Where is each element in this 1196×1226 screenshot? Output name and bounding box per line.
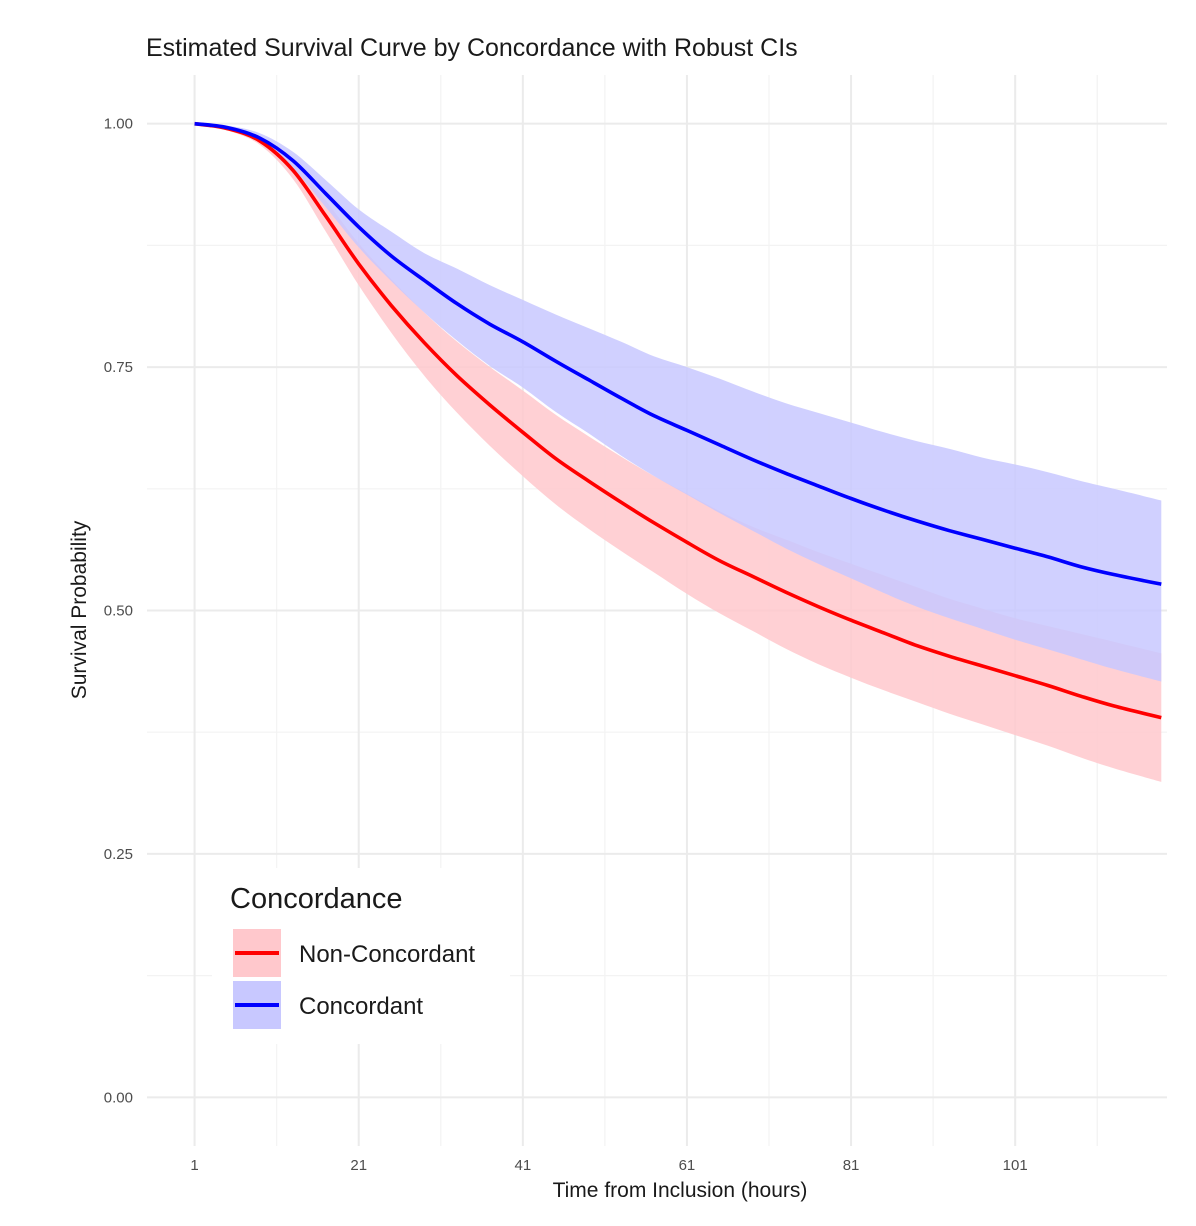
survival-line-concordant: [194, 121, 1162, 586]
y-tick-label: 0.25: [104, 846, 133, 863]
legend-title: Concordance: [230, 883, 403, 915]
legend-item-concordant: Concordant: [233, 981, 423, 1029]
x-tick-label: 61: [679, 1157, 696, 1174]
y-axis-ticks: 0.00 0.25 0.50 0.75 1.00: [104, 116, 133, 1107]
y-axis-title: Survival Probability: [68, 520, 91, 699]
x-tick-label: 21: [350, 1157, 367, 1174]
x-tick-label: 1: [190, 1157, 198, 1174]
legend: Concordance Non-Concordant Concordant: [212, 868, 510, 1044]
confidence-bands: [194, 123, 1162, 782]
y-tick-label: 0.50: [104, 603, 133, 620]
legend-label-concordant: Concordant: [299, 993, 423, 1020]
survival-line-non-concordant: [194, 121, 1162, 720]
x-tick-label: 41: [514, 1157, 531, 1174]
legend-item-non-concordant: Non-Concordant: [233, 929, 475, 977]
chart-title: Estimated Survival Curve by Concordance …: [146, 34, 798, 62]
x-tick-label: 81: [843, 1157, 860, 1174]
x-axis-title: Time from Inclusion (hours): [553, 1179, 808, 1202]
y-tick-label: 0.75: [104, 359, 133, 376]
legend-label-non-concordant: Non-Concordant: [299, 941, 475, 968]
survival-lines: [194, 121, 1162, 720]
x-tick-label: 101: [1003, 1157, 1028, 1174]
y-tick-label: 0.00: [104, 1089, 133, 1106]
y-tick-label: 1.00: [104, 116, 133, 133]
x-axis-ticks: 1 21 41 61 81 101: [190, 1157, 1027, 1174]
ci-band-non-concordant: [194, 123, 1162, 782]
ci-band-concordant: [194, 123, 1162, 682]
